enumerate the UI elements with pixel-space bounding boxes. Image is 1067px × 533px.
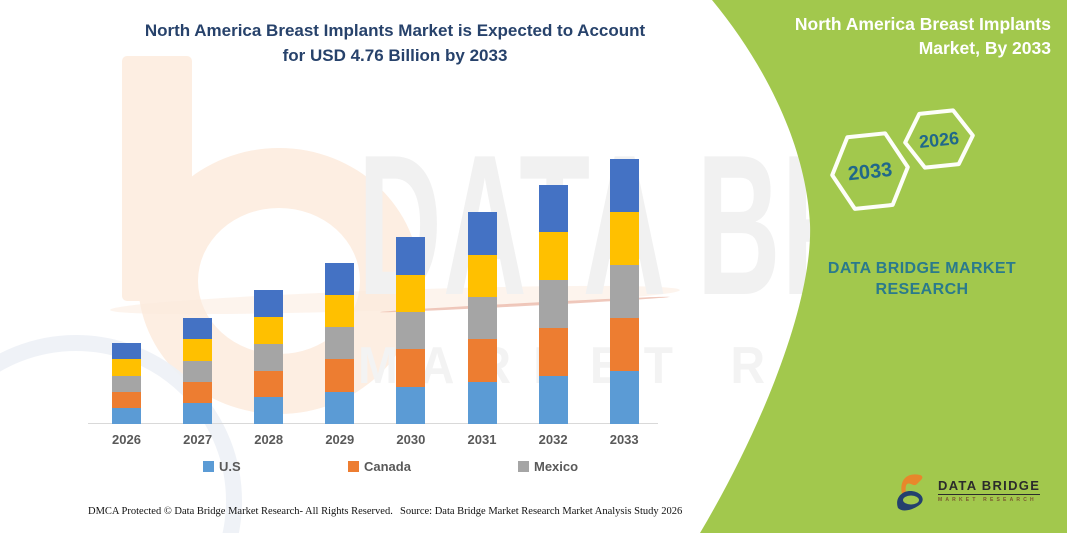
- legend-label-U.S: U.S: [219, 459, 241, 474]
- bar-segment-U.S-2028: [254, 397, 284, 424]
- forecast-year-hexagons: 2033 2026: [830, 108, 975, 211]
- bar-segment-unlabeled-yellow-2031: [467, 254, 497, 298]
- bar-segment-Canada-2029: [325, 359, 355, 392]
- legend-label-Mexico: Mexico: [534, 459, 579, 474]
- bar-segment-Canada-2032: [538, 328, 568, 377]
- bar-segment-U.S-2030: [396, 386, 426, 424]
- x-axis-label-2027: 2027: [183, 432, 213, 447]
- side-panel-brand-line1: DATA BRIDGE MARKET: [827, 260, 1017, 277]
- x-axis-label-2029: 2029: [325, 432, 355, 447]
- bar-segment-unlabeled-yellow-2028: [254, 317, 284, 344]
- company-logo: DATA BRIDGE MARKET RESEARCH: [893, 468, 1041, 512]
- bar-segment-unlabeled-yellow-2026: [112, 359, 141, 376]
- bar-segment-Canada-2030: [396, 349, 426, 387]
- chart-title-line1: North America Breast Implants Market is …: [144, 21, 646, 40]
- x-axis-label-2033: 2033: [609, 432, 639, 447]
- chart-title-line2: for USD 4.76 Billion by 2033: [282, 46, 508, 65]
- hexagon-2033-label: 2033: [847, 159, 894, 186]
- bar-segment-U.S-2031: [467, 381, 497, 424]
- bar-segment-unlabeled-yellow-2027: [183, 339, 213, 361]
- bar-segment-Mexico-2026: [112, 375, 141, 392]
- bar-segment-U.S-2027: [183, 402, 213, 424]
- hexagon-2033-outline: [830, 131, 910, 211]
- bar-segment-U.S-2029: [325, 391, 355, 424]
- side-panel-green-path: [700, 0, 1067, 533]
- bar-segment-unlabeled-blue-2028: [254, 290, 284, 318]
- x-axis-label-2030: 2030: [396, 432, 426, 447]
- bar-segment-unlabeled-blue-2027: [183, 318, 213, 340]
- bar-segment-unlabeled-yellow-2032: [538, 232, 568, 281]
- bar-segment-Canada-2027: [183, 381, 213, 403]
- bar-segment-Mexico-2031: [467, 297, 497, 340]
- side-panel-title-line2: Market, By 2033: [918, 38, 1051, 58]
- legend-swatch-Mexico: [518, 461, 529, 472]
- bar-segment-unlabeled-blue-2029: [325, 262, 355, 295]
- bar-segment-Mexico-2029: [325, 327, 355, 360]
- side-panel-brand-text: DATA BRIDGE MARKET RESEARCH: [812, 258, 1032, 300]
- bar-segment-unlabeled-yellow-2033: [609, 211, 639, 266]
- bar-segment-Canada-2031: [467, 339, 497, 382]
- bar-segment-Canada-2033: [609, 318, 639, 372]
- bar-segment-Canada-2028: [254, 370, 284, 398]
- company-logo-text: DATA BRIDGE MARKET RESEARCH: [938, 477, 1041, 503]
- company-logo-name: DATA BRIDGE: [938, 477, 1041, 495]
- bar-segment-unlabeled-blue-2030: [396, 237, 426, 275]
- logo-orange-hook: [901, 474, 923, 494]
- x-axis-label-2031: 2031: [467, 432, 497, 447]
- dmca-notice: DMCA Protected © Data Bridge Market Rese…: [88, 506, 393, 517]
- company-logo-tagline: MARKET RESEARCH: [938, 496, 1037, 503]
- bar-segment-Mexico-2032: [538, 280, 568, 329]
- x-axis-label-2026: 2026: [112, 432, 141, 447]
- x-axis-label-2028: 2028: [254, 432, 284, 447]
- bar-segment-unlabeled-blue-2032: [538, 184, 568, 233]
- bar-segment-U.S-2032: [538, 376, 568, 424]
- legend-swatch-Canada: [348, 461, 359, 472]
- bar-segment-unlabeled-yellow-2029: [325, 294, 355, 328]
- legend-item-U.S: U.S: [203, 459, 241, 474]
- bar-segment-Mexico-2028: [254, 343, 284, 371]
- legend-item-Mexico: Mexico: [518, 459, 578, 474]
- x-axis-label-2032: 2032: [538, 432, 568, 447]
- bar-segment-unlabeled-blue-2026: [112, 343, 141, 360]
- chart-title: North America Breast Implants Market is …: [95, 18, 695, 68]
- hexagon-2026-label: 2026: [918, 128, 960, 152]
- hexagon-2026-outline: [903, 108, 975, 170]
- side-panel-title-line1: North America Breast Implants: [794, 14, 1051, 34]
- legend-item-Canada: Canada: [348, 459, 411, 474]
- side-panel-brand-line2: RESEARCH: [875, 281, 969, 298]
- bar-segment-U.S-2026: [112, 407, 141, 424]
- logo-swoosh-cutout: [903, 495, 919, 505]
- bar-segment-unlabeled-yellow-2030: [396, 274, 426, 313]
- legend-swatch-U.S: [203, 461, 214, 472]
- bar-segment-Mexico-2030: [396, 312, 426, 350]
- source-note: Source: Data Bridge Market Research Mark…: [400, 506, 683, 517]
- bar-segment-Mexico-2027: [183, 360, 213, 382]
- company-logo-icon: [897, 474, 923, 511]
- legend-label-Canada: Canada: [364, 459, 411, 474]
- bar-segment-unlabeled-blue-2033: [609, 159, 639, 212]
- side-panel-title: North America Breast Implants Market, By…: [751, 12, 1051, 60]
- bar-segment-Mexico-2033: [609, 265, 639, 319]
- bar-segment-U.S-2033: [609, 371, 639, 424]
- bar-segment-unlabeled-blue-2031: [467, 212, 497, 255]
- x-axis-line: [88, 423, 658, 424]
- bar-segment-Canada-2026: [112, 391, 141, 408]
